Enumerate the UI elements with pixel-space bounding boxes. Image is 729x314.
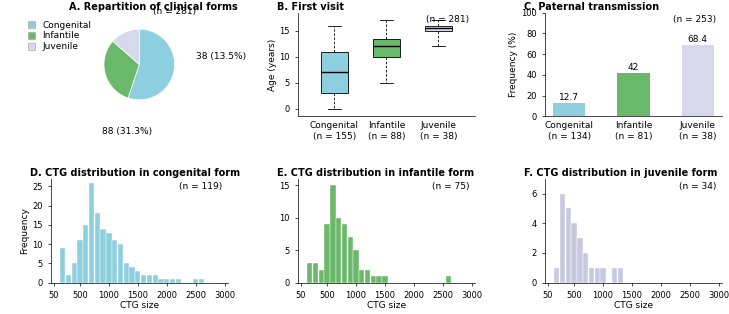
Bar xyxy=(95,213,100,283)
Bar xyxy=(354,250,359,283)
Text: D. CTG distribution in congenital form: D. CTG distribution in congenital form xyxy=(30,168,240,178)
Bar xyxy=(601,268,606,283)
Bar xyxy=(336,218,341,283)
Bar xyxy=(176,279,181,283)
Text: 68.4: 68.4 xyxy=(687,35,708,44)
Text: 12.7: 12.7 xyxy=(559,93,580,102)
Bar xyxy=(89,182,94,283)
Bar xyxy=(612,268,617,283)
Text: (n = 281): (n = 281) xyxy=(426,15,469,24)
X-axis label: CTG size: CTG size xyxy=(614,301,653,310)
Bar xyxy=(330,185,335,283)
Text: 42: 42 xyxy=(628,62,639,72)
Bar xyxy=(106,233,112,283)
Bar xyxy=(572,223,577,283)
Text: (n = 119): (n = 119) xyxy=(179,182,222,191)
X-axis label: CTG size: CTG size xyxy=(120,301,159,310)
Bar xyxy=(342,224,347,283)
X-axis label: CTG size: CTG size xyxy=(367,301,406,310)
Bar xyxy=(566,208,571,283)
Bar xyxy=(583,253,588,283)
Bar xyxy=(313,263,318,283)
Bar xyxy=(141,275,147,283)
Bar xyxy=(71,263,77,283)
Bar xyxy=(617,268,623,283)
Bar xyxy=(319,270,324,283)
Bar xyxy=(199,279,204,283)
Text: B. First visit: B. First visit xyxy=(277,2,344,12)
Bar xyxy=(682,46,714,116)
Bar xyxy=(365,270,370,283)
Bar xyxy=(589,268,594,283)
Bar xyxy=(147,275,152,283)
PathPatch shape xyxy=(321,51,348,93)
Y-axis label: Frequency: Frequency xyxy=(20,207,29,254)
Text: 38 (13.5%): 38 (13.5%) xyxy=(196,52,246,61)
Bar xyxy=(118,244,123,283)
Text: (n = 253): (n = 253) xyxy=(674,15,717,24)
Y-axis label: Age (years): Age (years) xyxy=(268,38,276,91)
Bar xyxy=(170,279,175,283)
Text: E. CTG distribution in infantile form: E. CTG distribution in infantile form xyxy=(277,168,474,178)
Bar xyxy=(101,229,106,283)
Bar xyxy=(577,238,582,283)
Text: C. Paternal transmission: C. Paternal transmission xyxy=(524,2,659,12)
Text: F. CTG distribution in juvenile form: F. CTG distribution in juvenile form xyxy=(524,168,717,178)
Bar xyxy=(553,103,585,116)
Bar xyxy=(554,268,559,283)
Text: (n = 281): (n = 281) xyxy=(153,7,196,16)
Wedge shape xyxy=(128,29,174,100)
PathPatch shape xyxy=(425,25,452,31)
Bar xyxy=(60,248,66,283)
Wedge shape xyxy=(113,29,139,64)
Bar xyxy=(83,225,88,283)
Text: (n = 34): (n = 34) xyxy=(679,182,717,191)
Bar xyxy=(376,276,382,283)
Bar xyxy=(307,263,312,283)
Legend: Congenital, Infantile, Juvenile: Congenital, Infantile, Juvenile xyxy=(24,17,95,55)
Bar xyxy=(152,275,158,283)
Text: A. Repartition of clinical forms: A. Repartition of clinical forms xyxy=(69,2,238,12)
Bar xyxy=(66,275,71,283)
Bar xyxy=(348,237,353,283)
PathPatch shape xyxy=(373,39,400,57)
Bar xyxy=(135,271,141,283)
Bar xyxy=(560,193,565,283)
Bar xyxy=(129,267,135,283)
Bar xyxy=(158,279,163,283)
Text: (n = 75): (n = 75) xyxy=(432,182,469,191)
Bar xyxy=(617,73,650,116)
Bar xyxy=(77,240,82,283)
Bar xyxy=(446,276,451,283)
Text: 88 (31.3%): 88 (31.3%) xyxy=(102,127,152,136)
Bar xyxy=(193,279,198,283)
Bar xyxy=(324,224,330,283)
Wedge shape xyxy=(104,41,139,98)
Bar xyxy=(382,276,388,283)
Bar xyxy=(595,268,600,283)
Y-axis label: Frequency (%): Frequency (%) xyxy=(510,32,518,97)
Bar xyxy=(359,270,364,283)
Bar xyxy=(112,240,117,283)
Bar xyxy=(124,263,129,283)
Bar xyxy=(164,279,169,283)
Bar xyxy=(370,276,376,283)
